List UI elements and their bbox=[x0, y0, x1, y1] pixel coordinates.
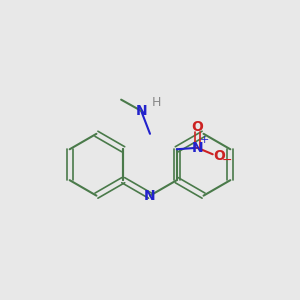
Text: O: O bbox=[213, 149, 225, 163]
Text: N: N bbox=[192, 141, 203, 155]
Text: −: − bbox=[222, 154, 233, 167]
Text: H: H bbox=[152, 95, 161, 109]
Text: O: O bbox=[191, 120, 203, 134]
Text: N: N bbox=[144, 189, 156, 202]
Text: +: + bbox=[200, 135, 209, 146]
Text: N: N bbox=[136, 104, 148, 118]
